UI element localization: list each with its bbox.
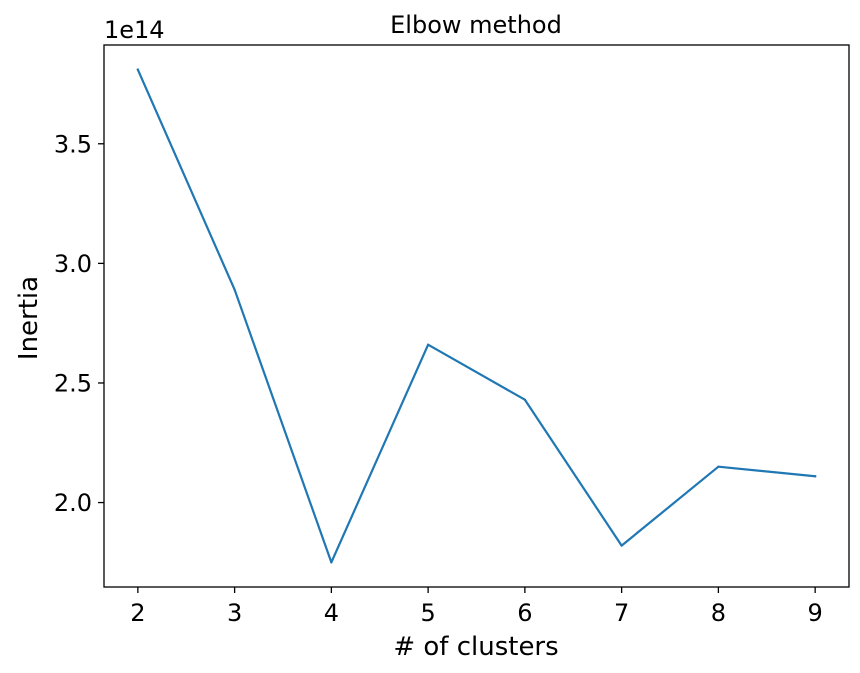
data-point bbox=[523, 398, 526, 401]
y-tick-label: 3.5 bbox=[54, 130, 92, 158]
y-tick-label: 3.0 bbox=[54, 250, 92, 278]
x-tick-label: 5 bbox=[420, 599, 435, 627]
x-tick-label: 9 bbox=[807, 599, 822, 627]
axes-frame bbox=[103, 44, 850, 588]
data-point bbox=[814, 475, 817, 478]
x-tick-label: 4 bbox=[324, 599, 339, 627]
data-point bbox=[717, 465, 720, 468]
plot-area bbox=[103, 44, 850, 588]
y-axis-title: Inertia bbox=[14, 276, 44, 360]
chart-title: Elbow method bbox=[390, 11, 562, 39]
x-tick-label: 8 bbox=[711, 599, 726, 627]
y-axis-ticks: 2.0 2.5 3.0 3.5 bbox=[54, 130, 104, 517]
y-tick-label: 2.0 bbox=[54, 489, 92, 517]
data-point bbox=[330, 561, 333, 564]
data-point bbox=[136, 68, 139, 71]
data-point bbox=[427, 343, 430, 346]
x-tick-label: 6 bbox=[517, 599, 532, 627]
y-axis-offset-label: 1e14 bbox=[104, 16, 165, 44]
x-tick-label: 3 bbox=[227, 599, 242, 627]
data-point bbox=[233, 288, 236, 291]
x-tick-label: 2 bbox=[130, 599, 145, 627]
series-line-0 bbox=[136, 68, 817, 564]
y-tick-label: 2.5 bbox=[54, 369, 92, 397]
x-axis-title: # of clusters bbox=[393, 632, 558, 662]
x-tick-label: 7 bbox=[614, 599, 629, 627]
x-axis-ticks: 2 3 4 5 6 7 8 9 bbox=[130, 587, 823, 627]
data-point bbox=[620, 544, 623, 547]
